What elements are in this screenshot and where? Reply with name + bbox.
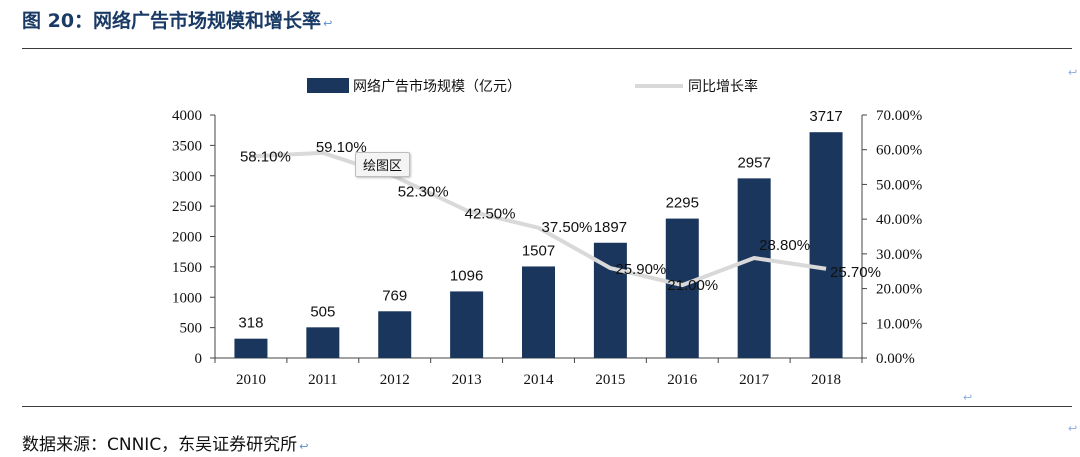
left-tick-label: 3000 <box>172 169 202 185</box>
top-rule <box>22 48 1072 49</box>
return-mark-icon: ↩ <box>299 440 309 453</box>
left-tick-label: 3500 <box>172 138 202 154</box>
x-tick-label: 2018 <box>811 372 841 388</box>
growth-value-label: 25.70% <box>830 264 881 281</box>
right-tick-label: 70.00% <box>876 108 922 124</box>
left-tick-label: 0 <box>195 351 203 367</box>
bar <box>450 291 484 358</box>
left-tick-label: 4000 <box>172 108 202 124</box>
legend-label-bar: 网络广告市场规模（亿元） <box>353 78 521 95</box>
x-tick-label: 2012 <box>380 372 410 388</box>
right-tick-label: 50.00% <box>876 177 922 193</box>
left-tick-label: 2500 <box>172 199 202 215</box>
bar-value-label: 505 <box>310 303 335 320</box>
right-tick-label: 40.00% <box>876 212 922 228</box>
return-mark-icon: ↩ <box>1068 66 1078 79</box>
bar <box>522 266 555 358</box>
return-mark-icon: ↩ <box>323 17 333 30</box>
growth-value-label: 37.50% <box>542 219 593 236</box>
growth-value-label: 59.10% <box>316 139 367 156</box>
bar <box>737 178 771 358</box>
x-tick-label: 2013 <box>452 372 482 388</box>
bar-value-label: 769 <box>382 287 407 304</box>
growth-value-label: 25.90% <box>615 261 666 278</box>
plot-area-tooltip: 绘图区 <box>355 152 411 177</box>
bar-value-label: 318 <box>238 315 263 332</box>
growth-value-label: 58.10% <box>240 148 291 165</box>
bar <box>809 132 843 358</box>
left-tick-label: 1500 <box>172 260 202 276</box>
bar <box>234 338 268 358</box>
bar-value-label: 1096 <box>450 267 483 284</box>
growth-value-label: 42.50% <box>465 205 516 222</box>
bar-series <box>234 132 843 358</box>
legend: 网络广告市场规模（亿元） 同比增长率 <box>307 78 758 95</box>
x-tick-label: 2011 <box>308 372 337 388</box>
bar <box>378 311 412 358</box>
bar <box>306 327 340 358</box>
bar-value-label: 1507 <box>522 242 555 259</box>
x-tick-label: 2017 <box>739 372 770 388</box>
bar-value-label: 3717 <box>809 108 842 125</box>
growth-value-label: 52.30% <box>398 183 449 200</box>
right-tick-label: 10.00% <box>876 316 922 332</box>
growth-value-label: 21.00% <box>667 277 718 294</box>
bar-value-label: 1897 <box>594 219 627 236</box>
right-tick-label: 60.00% <box>876 143 922 159</box>
right-tick-label: 30.00% <box>876 247 922 263</box>
bar-value-label: 2957 <box>737 154 770 171</box>
right-tick-label: 20.00% <box>876 282 922 298</box>
bottom-rule <box>22 406 1072 407</box>
bar <box>665 218 699 358</box>
left-tick-label: 2000 <box>172 230 202 246</box>
right-tick-label: 0.00% <box>876 351 915 367</box>
figure-title: 图 20：网络广告市场规模和增长率 ↩ <box>22 10 333 32</box>
source-note: 数据来源：CNNIC，东吴证券研究所 ↩ <box>22 435 309 455</box>
chart-axes: 0 500 1000 1500 2000 2500 3000 3500 4000 0.00% 10.… <box>172 108 922 388</box>
legend-swatch-bar <box>307 78 349 93</box>
growth-value-label: 28.80% <box>759 237 810 254</box>
data-labels: 318 505 769 1096 1507 1897 2295 2957 3717 58.10% 5… <box>238 108 881 331</box>
x-tick-label: 2015 <box>595 372 625 388</box>
left-tick-label: 500 <box>180 321 203 337</box>
x-tick-label: 2016 <box>667 372 698 388</box>
bar-value-label: 2295 <box>666 195 699 212</box>
x-tick-label: 2010 <box>236 372 266 388</box>
left-tick-label: 1000 <box>172 290 202 306</box>
x-tick-label: 2014 <box>524 372 555 388</box>
return-mark-icon: ↩ <box>1068 422 1078 435</box>
return-mark-icon: ↩ <box>963 391 973 404</box>
legend-label-line: 同比增长率 <box>688 78 758 95</box>
